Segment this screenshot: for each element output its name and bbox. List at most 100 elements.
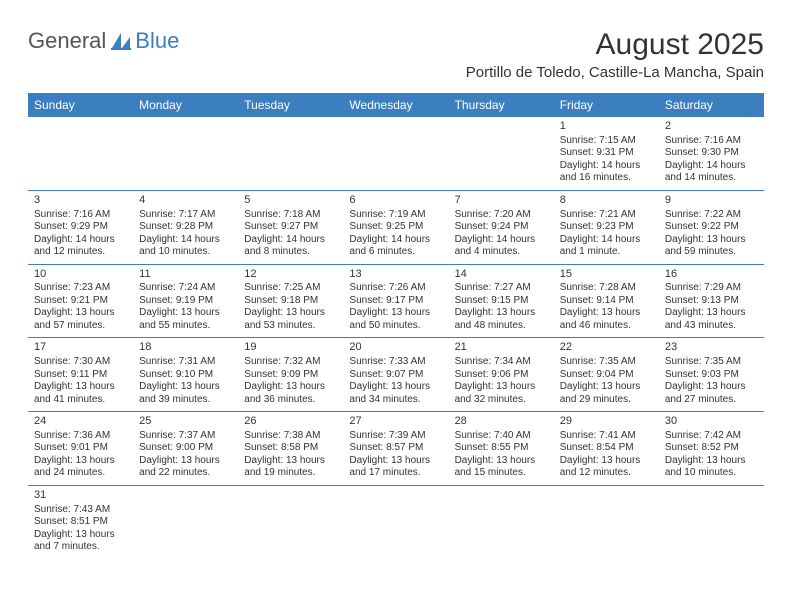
day-info-line: Sunset: 9:00 PM	[139, 442, 232, 455]
day-number: 19	[244, 341, 337, 355]
day-info-line: Sunset: 8:54 PM	[560, 442, 653, 455]
day-info-line: and 15 minutes.	[455, 467, 548, 480]
day-info-line: Sunrise: 7:28 AM	[560, 282, 653, 295]
day-info-line: and 10 minutes.	[665, 467, 758, 480]
day-number: 20	[349, 341, 442, 355]
day-info-line: Sunset: 9:28 PM	[139, 221, 232, 234]
day-info-line: Sunset: 9:04 PM	[560, 369, 653, 382]
day-info-line: Sunrise: 7:30 AM	[34, 356, 127, 369]
day-info-line: Sunset: 9:14 PM	[560, 295, 653, 308]
day-info-line: Sunrise: 7:35 AM	[560, 356, 653, 369]
day-info-line: Sunset: 8:55 PM	[455, 442, 548, 455]
day-info-line: Sunrise: 7:33 AM	[349, 356, 442, 369]
day-info-line: and 34 minutes.	[349, 394, 442, 407]
day-info-line: Daylight: 13 hours	[139, 381, 232, 394]
day-info-line: and 46 minutes.	[560, 320, 653, 333]
day-number: 12	[244, 268, 337, 282]
day-number: 29	[560, 415, 653, 429]
empty-cell	[238, 117, 343, 190]
day-info-line: Sunset: 9:23 PM	[560, 221, 653, 234]
day-info-line: and 50 minutes.	[349, 320, 442, 333]
day-info-line: Sunrise: 7:23 AM	[34, 282, 127, 295]
empty-cell	[449, 486, 554, 559]
day-info-line: Sunrise: 7:29 AM	[665, 282, 758, 295]
logo-text-2: Blue	[135, 28, 179, 54]
day-cell: 3Sunrise: 7:16 AMSunset: 9:29 PMDaylight…	[28, 191, 133, 264]
day-cell: 21Sunrise: 7:34 AMSunset: 9:06 PMDayligh…	[449, 338, 554, 411]
day-info-line: Daylight: 13 hours	[560, 455, 653, 468]
day-cell: 16Sunrise: 7:29 AMSunset: 9:13 PMDayligh…	[659, 265, 764, 338]
day-number: 28	[455, 415, 548, 429]
day-cell: 6Sunrise: 7:19 AMSunset: 9:25 PMDaylight…	[343, 191, 448, 264]
day-header-cell: Wednesday	[343, 93, 448, 117]
day-info-line: and 55 minutes.	[139, 320, 232, 333]
day-info-line: and 1 minute.	[560, 246, 653, 259]
day-info-line: and 7 minutes.	[34, 541, 127, 554]
day-info-line: Sunset: 9:07 PM	[349, 369, 442, 382]
day-info-line: Daylight: 13 hours	[139, 455, 232, 468]
day-number: 9	[665, 194, 758, 208]
day-cell: 7Sunrise: 7:20 AMSunset: 9:24 PMDaylight…	[449, 191, 554, 264]
day-info-line: and 4 minutes.	[455, 246, 548, 259]
day-info-line: Sunrise: 7:27 AM	[455, 282, 548, 295]
logo: General Blue	[28, 28, 179, 54]
day-info-line: and 39 minutes.	[139, 394, 232, 407]
week-row: 3Sunrise: 7:16 AMSunset: 9:29 PMDaylight…	[28, 191, 764, 265]
day-info-line: Sunrise: 7:35 AM	[665, 356, 758, 369]
day-info-line: Daylight: 13 hours	[560, 307, 653, 320]
day-info-line: Sunrise: 7:38 AM	[244, 430, 337, 443]
day-info-line: and 48 minutes.	[455, 320, 548, 333]
day-info-line: Sunset: 9:30 PM	[665, 147, 758, 160]
calendar-body: 1Sunrise: 7:15 AMSunset: 9:31 PMDaylight…	[28, 117, 764, 559]
day-info-line: Daylight: 14 hours	[139, 234, 232, 247]
day-info-line: and 6 minutes.	[349, 246, 442, 259]
day-cell: 24Sunrise: 7:36 AMSunset: 9:01 PMDayligh…	[28, 412, 133, 485]
day-info-line: Sunset: 9:31 PM	[560, 147, 653, 160]
day-info-line: Sunrise: 7:20 AM	[455, 209, 548, 222]
day-info-line: Sunrise: 7:15 AM	[560, 135, 653, 148]
logo-text-1: General	[28, 28, 106, 54]
day-info-line: Sunrise: 7:26 AM	[349, 282, 442, 295]
day-info-line: Sunset: 9:15 PM	[455, 295, 548, 308]
day-number: 3	[34, 194, 127, 208]
day-info-line: Sunset: 9:17 PM	[349, 295, 442, 308]
day-number: 14	[455, 268, 548, 282]
day-info-line: and 53 minutes.	[244, 320, 337, 333]
day-info-line: Daylight: 13 hours	[34, 529, 127, 542]
day-info-line: Daylight: 14 hours	[455, 234, 548, 247]
week-row: 24Sunrise: 7:36 AMSunset: 9:01 PMDayligh…	[28, 412, 764, 486]
day-number: 13	[349, 268, 442, 282]
day-info-line: Sunrise: 7:16 AM	[34, 209, 127, 222]
day-info-line: Sunset: 9:21 PM	[34, 295, 127, 308]
day-info-line: Sunset: 9:10 PM	[139, 369, 232, 382]
header: General Blue August 2025 Portillo de Tol…	[28, 28, 764, 81]
day-info-line: Sunrise: 7:39 AM	[349, 430, 442, 443]
day-cell: 22Sunrise: 7:35 AMSunset: 9:04 PMDayligh…	[554, 338, 659, 411]
day-info-line: and 14 minutes.	[665, 172, 758, 185]
day-info-line: Sunrise: 7:22 AM	[665, 209, 758, 222]
day-info-line: Daylight: 13 hours	[349, 307, 442, 320]
day-info-line: Sunrise: 7:19 AM	[349, 209, 442, 222]
day-cell: 17Sunrise: 7:30 AMSunset: 9:11 PMDayligh…	[28, 338, 133, 411]
day-info-line: and 59 minutes.	[665, 246, 758, 259]
calendar: SundayMondayTuesdayWednesdayThursdayFrid…	[28, 93, 764, 559]
logo-sail-icon	[110, 31, 132, 51]
day-info-line: Sunrise: 7:32 AM	[244, 356, 337, 369]
day-info-line: Sunset: 9:06 PM	[455, 369, 548, 382]
day-info-line: and 10 minutes.	[139, 246, 232, 259]
empty-cell	[554, 486, 659, 559]
day-number: 25	[139, 415, 232, 429]
day-cell: 26Sunrise: 7:38 AMSunset: 8:58 PMDayligh…	[238, 412, 343, 485]
day-info-line: Sunset: 8:57 PM	[349, 442, 442, 455]
day-info-line: Sunset: 9:24 PM	[455, 221, 548, 234]
day-info-line: Daylight: 13 hours	[34, 455, 127, 468]
empty-cell	[659, 486, 764, 559]
day-number: 6	[349, 194, 442, 208]
day-info-line: and 43 minutes.	[665, 320, 758, 333]
day-info-line: and 19 minutes.	[244, 467, 337, 480]
day-header-cell: Thursday	[449, 93, 554, 117]
day-info-line: Sunrise: 7:17 AM	[139, 209, 232, 222]
day-cell: 2Sunrise: 7:16 AMSunset: 9:30 PMDaylight…	[659, 117, 764, 190]
day-header-cell: Monday	[133, 93, 238, 117]
day-info-line: and 57 minutes.	[34, 320, 127, 333]
